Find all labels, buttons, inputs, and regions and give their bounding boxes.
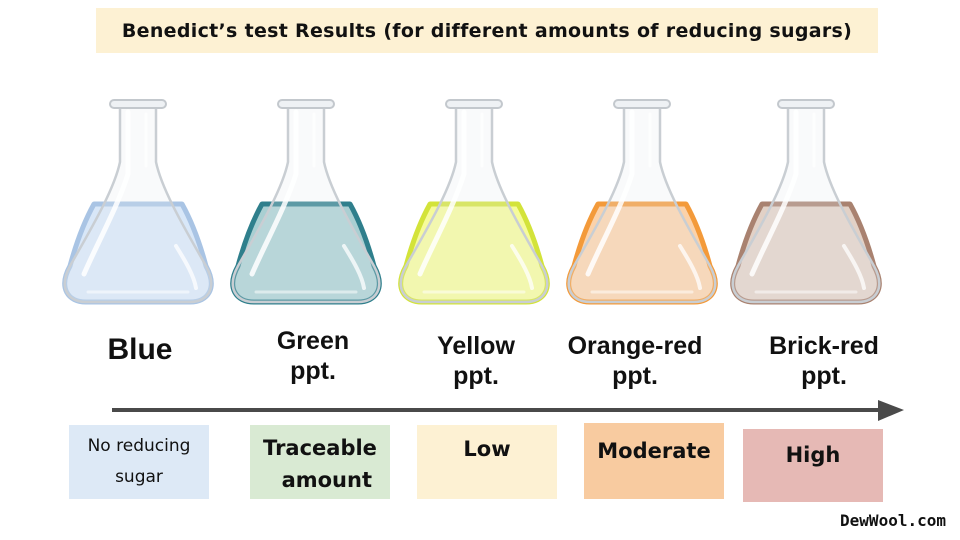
amount-line1: No reducing — [87, 436, 191, 457]
amount-box-traceable: Traceable amount — [250, 425, 390, 499]
result-label-green: Green ppt. — [253, 327, 373, 386]
flask-brick-red-icon — [730, 99, 882, 305]
arrow-right-icon — [112, 400, 904, 421]
amount-box-low: Low — [417, 425, 557, 499]
result-label-line2: ppt. — [612, 361, 658, 390]
amount-line1: Traceable — [263, 436, 377, 460]
flask-blue-icon — [62, 99, 214, 305]
result-label-line2: ppt. — [801, 361, 847, 390]
result-label-line1: Brick-red — [769, 332, 879, 360]
flask-yellow — [394, 96, 554, 310]
increasing-arrow — [112, 396, 908, 426]
result-label-line1: Green — [276, 327, 350, 355]
result-label-line1: Yellow — [437, 332, 515, 360]
result-label-line2: ppt. — [290, 356, 336, 385]
flask-green-icon — [230, 99, 382, 305]
flask-orange-icon — [566, 99, 718, 305]
flask-yellow-icon — [398, 99, 550, 305]
result-label-orange-red: Orange-red ppt. — [560, 332, 710, 391]
amount-line1: High — [785, 443, 841, 467]
result-label-line2: ppt. — [453, 361, 499, 390]
title-banner: Benedict’s test Results (for different a… — [96, 8, 878, 53]
amount-box-no-reducing-sugar: No reducing sugar — [69, 425, 209, 499]
amount-box-moderate: Moderate — [584, 423, 724, 499]
flask-brick-red — [726, 96, 886, 310]
amount-line2: sugar — [115, 467, 163, 487]
result-label-blue: Blue — [80, 332, 200, 367]
flask-green — [226, 96, 386, 310]
credit-watermark: DewWool.com — [840, 511, 946, 530]
flask-orange — [562, 96, 722, 310]
amount-line1: Low — [463, 437, 511, 461]
amount-line1: Moderate — [597, 439, 711, 463]
amount-box-high: High — [743, 429, 883, 502]
result-label-line1: Blue — [107, 333, 173, 366]
result-label-brick-red: Brick-red ppt. — [754, 332, 894, 391]
amount-line2: amount — [281, 467, 372, 492]
result-label-yellow: Yellow ppt. — [416, 332, 536, 391]
flask-blue — [58, 96, 218, 310]
title-text: Benedict’s test Results (for different a… — [121, 19, 853, 42]
result-label-line1: Orange-red — [567, 332, 703, 360]
